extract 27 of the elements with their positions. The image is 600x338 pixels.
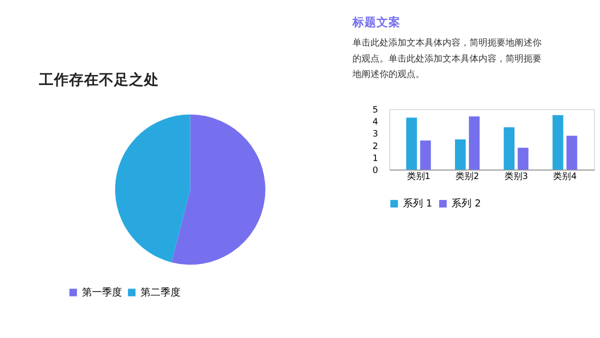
- chart-subtitle: 单击此处添加文本具体内容，简明扼要地阐述你的观点。单击此处添加文本具体内容，简明扼要地阐述你的观点。: [351, 38, 542, 80]
- y-tick-label: 5: [372, 106, 378, 116]
- bar: [518, 148, 528, 170]
- bar: [552, 115, 564, 170]
- y-tick-label: 0: [372, 166, 378, 176]
- legend-label: 第二季度: [140, 286, 180, 298]
- legend-label: 系列 2: [452, 198, 482, 210]
- x-tick-label: 类别2: [456, 170, 480, 182]
- y-tick-label: 4: [372, 118, 378, 128]
- pie-slice: [115, 114, 190, 262]
- bar: [566, 136, 578, 170]
- bar: [420, 140, 431, 170]
- y-tick-label: 2: [372, 142, 378, 152]
- y-tick-label: 3: [372, 130, 378, 140]
- bar: [468, 116, 480, 170]
- x-tick-label: 类别3: [504, 170, 528, 182]
- y-tick-label: 1: [372, 154, 378, 164]
- legend-label: 第一季度: [82, 286, 122, 298]
- x-tick-label: 类别4: [553, 170, 578, 182]
- bar: [454, 139, 466, 170]
- bar: [406, 118, 417, 170]
- bar: [504, 127, 514, 170]
- x-tick-label: 类别1: [406, 170, 430, 182]
- chart-title: 工作存在不足之处: [38, 70, 160, 89]
- pie-slice: [172, 114, 266, 265]
- legend-label: 系列 1: [402, 198, 432, 210]
- chart-title: 标题文案: [351, 15, 400, 30]
